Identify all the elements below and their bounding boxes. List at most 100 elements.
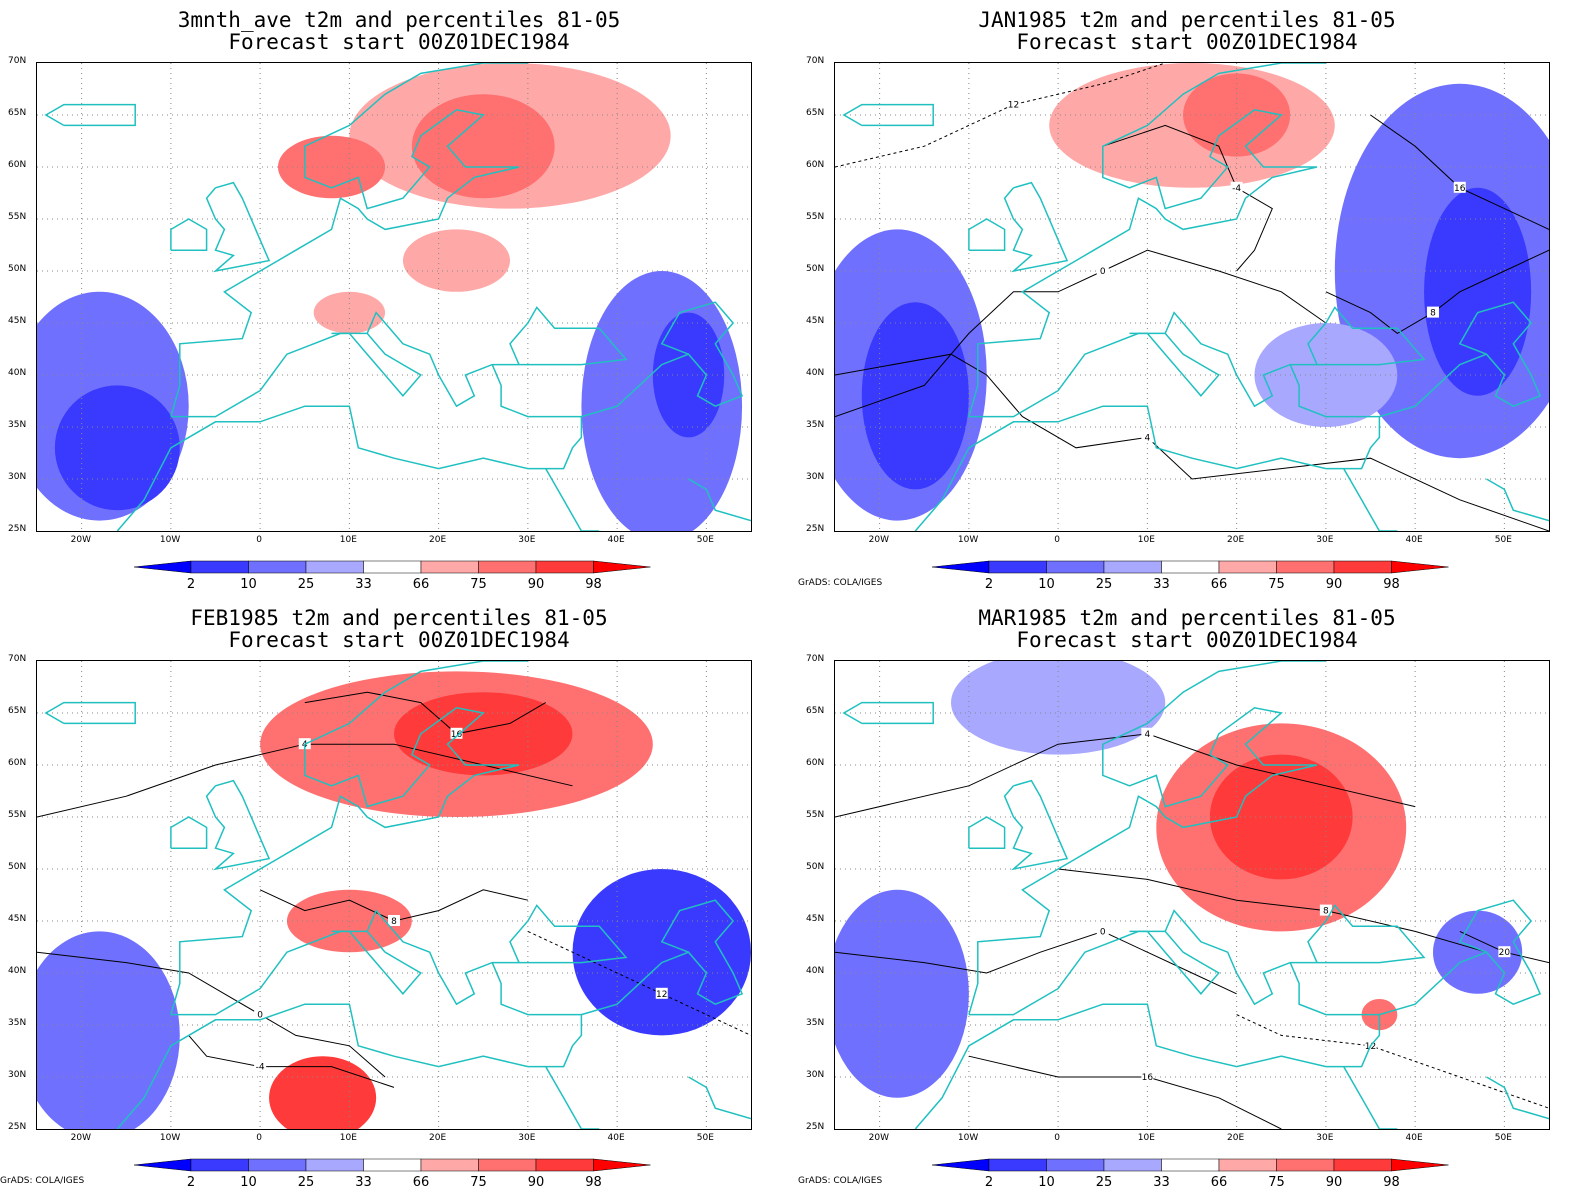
coastline (170, 816, 208, 849)
latitude-label: 45N (8, 914, 27, 924)
coastline (1486, 478, 1549, 522)
colorbar-container: 2 10 25 33 66 75 90 98 (133, 558, 674, 598)
contour-label: 16 (451, 730, 463, 740)
latitude-label: 25N (8, 1122, 27, 1132)
latitude-label: 50N (8, 862, 27, 872)
coastline (545, 1066, 600, 1129)
colorbar-label: 33 (1153, 577, 1170, 592)
map-frame (36, 62, 752, 532)
latitude-label: 35N (8, 1018, 27, 1028)
longitude-label: 10W (957, 535, 979, 545)
longitude-label: 30E (518, 535, 536, 545)
map-panel-4: MAR1985 t2m and percentiles 81-05 Forecas… (798, 598, 1596, 1196)
latitude-label: 35N (806, 420, 825, 430)
percentile-region (652, 312, 725, 438)
latitude-label: 55N (8, 810, 27, 820)
colorbar-segment (1046, 1158, 1105, 1172)
contour-label-bg (1453, 181, 1466, 193)
percentile-region (54, 385, 180, 511)
latitude-label: 30N (8, 472, 27, 482)
colorbar-arrow-high (593, 560, 651, 574)
coastline (914, 364, 1381, 531)
latitude-label: 60N (8, 160, 27, 170)
contour-label-bg (1141, 431, 1154, 443)
map-frame: 0 4 8 12 16 -4 (834, 62, 1550, 532)
colorbar-segment (1103, 560, 1162, 574)
percentile-map (37, 63, 751, 531)
percentile-region (1209, 754, 1353, 880)
latitude-label: 30N (806, 1070, 825, 1080)
colorbar-label: 66 (1211, 577, 1228, 592)
latitude-label: 55N (806, 212, 825, 222)
colorbar-segment (1218, 1158, 1277, 1172)
contour-label-bg (655, 987, 668, 999)
contour-label-bg (1007, 98, 1020, 110)
contour-label-bg (450, 727, 463, 739)
longitude-label: 0 (256, 535, 262, 545)
latitude-label: 55N (8, 212, 27, 222)
colorbar-label: 75 (470, 577, 487, 592)
panel-title: JAN1985 t2m and percentiles 81-05 (978, 8, 1396, 32)
colorbar-label: 10 (1038, 577, 1055, 592)
contour-label: -4 (256, 1063, 265, 1073)
colorbar-label: 90 (1326, 577, 1343, 592)
temperature-contour (37, 951, 386, 1078)
contour-label-bg (1096, 265, 1109, 276)
latitude-label: 65N (8, 108, 27, 118)
colorbar-label: 25 (1096, 1175, 1113, 1190)
longitude-label: 20W (70, 535, 91, 545)
colorbar-container: 2 10 25 33 66 75 90 98 (931, 1156, 1472, 1196)
latitude-label: 40N (8, 368, 27, 378)
coastline (205, 181, 271, 273)
longitude-label: 10E (1137, 535, 1155, 545)
latitude-label: 70N (8, 654, 27, 664)
colorbar-segment (1161, 560, 1220, 574)
colorbar-label: 2 (985, 577, 993, 592)
coastline (968, 904, 1426, 1016)
colorbar-arrow-low (931, 1158, 990, 1172)
coastline (842, 103, 934, 127)
percentile-region (37, 931, 180, 1129)
coastline (331, 332, 422, 397)
colorbar-label: 75 (1268, 577, 1285, 592)
colorbar-segment (1218, 560, 1277, 574)
coastline (1129, 332, 1220, 397)
longitude-label: 20W (868, 1133, 889, 1143)
longitude-label: 10W (159, 535, 181, 545)
map-panel-1: 3mnth_ave t2m and percentiles 81-05 Forec… (0, 0, 798, 598)
colorbar-label: 10 (1038, 1175, 1055, 1190)
longitude-label: 30E (1316, 535, 1334, 545)
temperature-contour (968, 1055, 1282, 1129)
contour-label-bg (1319, 904, 1332, 916)
latitude-label: 65N (806, 108, 825, 118)
longitude-label: 20E (429, 535, 447, 545)
coastline (116, 962, 583, 1129)
longitude-label: 10E (339, 535, 357, 545)
panel-title: MAR1985 t2m and percentiles 81-05 (978, 606, 1396, 630)
longitude-label: 40E (607, 535, 625, 545)
colorbar-arrow-low (931, 560, 990, 574)
colorbar-segment (1161, 1158, 1220, 1172)
colorbar-label: 33 (355, 1175, 372, 1190)
longitude-label: 50E (696, 1133, 714, 1143)
coastline (914, 962, 1381, 1129)
percentile-region (951, 661, 1166, 755)
colorbar-label: 2 (187, 1175, 195, 1190)
coastline (968, 63, 1326, 417)
longitude-label: 50E (1494, 1133, 1512, 1143)
contour-label: 12 (656, 990, 667, 1000)
colorbar-label: 98 (585, 577, 602, 592)
colorbar-segment (305, 1158, 364, 1172)
coastline (1379, 301, 1542, 418)
colorbar-label: 25 (1096, 577, 1113, 592)
latitude-label: 35N (806, 1018, 825, 1028)
longitude-label: 0 (256, 1133, 262, 1143)
contour-label: 8 (1430, 309, 1436, 319)
colorbar-segment (988, 1158, 1047, 1172)
contour-label-bg (1096, 925, 1109, 937)
longitude-label: 10E (339, 1133, 357, 1143)
colorbar-label: 33 (1153, 1175, 1170, 1190)
percentile-region (861, 302, 969, 490)
